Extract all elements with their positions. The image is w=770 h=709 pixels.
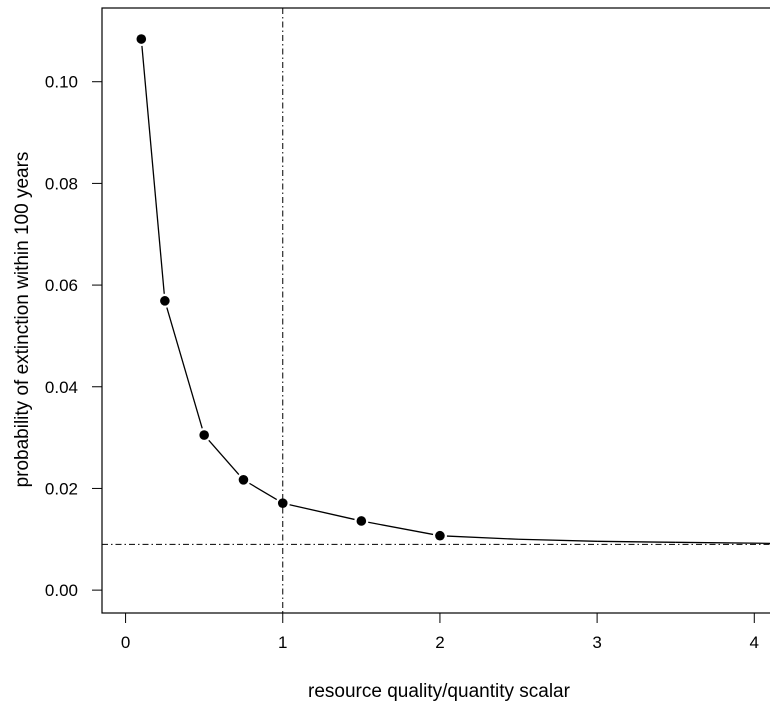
x-tick-label: 1 xyxy=(278,633,287,652)
y-tick-label: 0.08 xyxy=(45,174,78,193)
data-point xyxy=(238,474,249,485)
data-point xyxy=(277,498,288,508)
data-point xyxy=(160,296,170,306)
series-line-segment xyxy=(675,541,770,544)
axes-layer xyxy=(101,7,770,614)
x-tick-label: 4 xyxy=(750,633,759,652)
series-layer xyxy=(136,34,770,544)
series-line-segment xyxy=(368,521,434,536)
y-tick-label: 0.02 xyxy=(45,479,78,498)
series-line-segment xyxy=(166,307,203,429)
y-axis-label: probability of extinction within 100 yea… xyxy=(12,152,33,488)
x-axis-label: resource quality/quantity scalar xyxy=(308,681,571,702)
data-point xyxy=(356,516,367,526)
series-line-segment xyxy=(249,482,278,501)
series-line-segment xyxy=(518,538,598,542)
y-tick-label: 0.06 xyxy=(45,276,78,295)
series-line-segment xyxy=(208,439,240,475)
y-tick-label: 0.04 xyxy=(45,378,78,397)
x-tick-label: 0 xyxy=(121,633,130,652)
y-tick-label: 0.10 xyxy=(45,73,78,92)
ticks-layer: 0 1 2 3 4 0.00 0.02 0.04 0.06 0.08 0.10 xyxy=(45,73,759,652)
series-line-segment xyxy=(141,45,165,294)
data-point xyxy=(435,530,445,541)
plot-frame xyxy=(101,7,770,614)
x-tick-label: 3 xyxy=(592,633,601,652)
x-tick-label: 2 xyxy=(435,633,444,652)
y-tick-label: 0.00 xyxy=(45,581,78,600)
data-point xyxy=(199,430,209,440)
reference-lines xyxy=(102,8,770,613)
series-line-segment xyxy=(597,540,676,543)
series-line-segment xyxy=(289,504,355,521)
series-line-segment xyxy=(446,535,519,540)
data-point xyxy=(136,34,147,44)
